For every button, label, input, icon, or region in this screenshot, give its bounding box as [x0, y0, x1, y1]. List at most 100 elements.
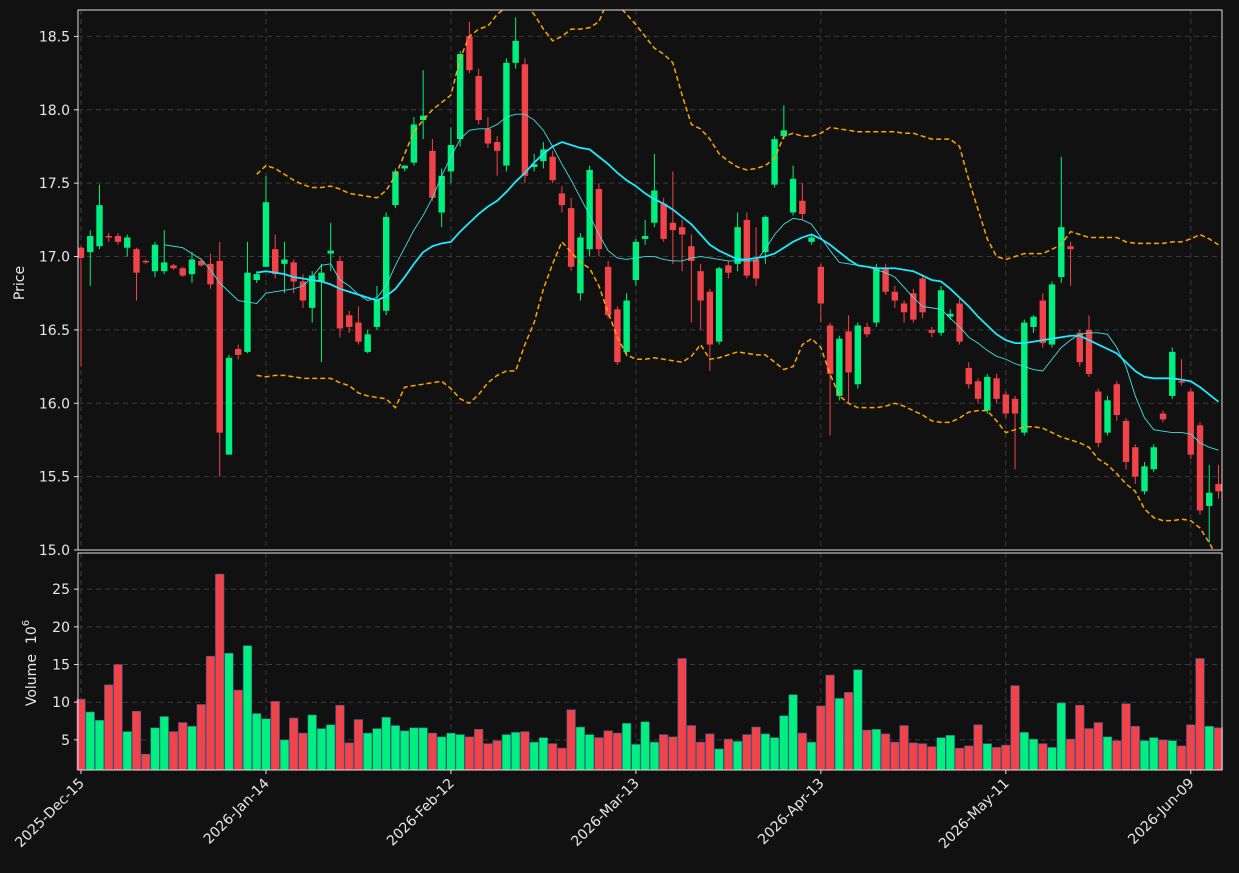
volume-scale-base: 10: [24, 626, 40, 644]
candle-body: [87, 235, 94, 253]
candle-body: [595, 189, 603, 250]
candle-body: [937, 290, 945, 333]
volume-bar: [696, 741, 706, 771]
overlay-layer: [164, 10, 1220, 550]
volume-bar: [205, 655, 216, 771]
volume-bar: [557, 747, 567, 771]
volume-bar: [964, 745, 974, 771]
candle-body: [799, 200, 806, 214]
volume-bar: [242, 645, 253, 771]
volume-bar: [141, 753, 151, 771]
candle-body: [253, 274, 260, 280]
volume-bar: [816, 705, 826, 771]
volume-bar: [686, 725, 696, 771]
candle-body: [1058, 227, 1065, 278]
candle-body: [540, 149, 547, 162]
candle-body: [678, 227, 686, 235]
candle-body: [974, 381, 982, 399]
candle-body: [558, 193, 566, 206]
candle-body: [318, 272, 325, 282]
volume-bar: [917, 743, 928, 771]
volume-bar: [538, 737, 548, 771]
volume-bar: [1075, 704, 1085, 771]
volume-bar: [1056, 702, 1066, 771]
candle-body: [1159, 413, 1167, 420]
candle-body: [604, 266, 612, 316]
candle-body: [715, 268, 723, 342]
candle-body: [1178, 381, 1185, 383]
volume-bar: [575, 726, 585, 771]
volume-bar: [548, 743, 558, 771]
volume-bar: [1065, 738, 1076, 771]
volume-bar: [1149, 737, 1159, 771]
candle-body: [1076, 332, 1083, 363]
candle-body: [1206, 492, 1213, 506]
candle-body: [456, 54, 464, 140]
candle-body: [854, 325, 862, 385]
candle-body: [956, 303, 963, 342]
volume-bar: [289, 717, 299, 771]
candle-body: [743, 219, 751, 276]
grid-layer: [78, 10, 1222, 770]
candle-body: [96, 205, 103, 247]
candle-body: [512, 40, 519, 63]
volume-bar: [751, 726, 761, 771]
candle-body: [1169, 351, 1176, 396]
y-tick-label: 5: [61, 733, 70, 749]
candle-body: [151, 244, 159, 272]
candle-body: [984, 376, 991, 411]
candle-body: [170, 265, 177, 269]
candle-body: [577, 237, 584, 294]
volume-bar: [224, 652, 234, 771]
candle-body: [466, 36, 473, 71]
candle-body: [272, 249, 279, 275]
marks-layer: [76, 17, 1224, 771]
candle-body: [530, 164, 538, 168]
volume-bar: [760, 733, 770, 771]
y-tick-label: 18.0: [39, 103, 70, 119]
candle-body: [891, 291, 899, 301]
candle-body: [1196, 425, 1204, 511]
volume-bar: [705, 733, 715, 771]
volume-bar: [131, 710, 142, 771]
candle-body: [660, 203, 667, 239]
volume-bar: [1130, 725, 1140, 771]
volume-bar: [1176, 745, 1187, 771]
candle-body: [124, 237, 131, 248]
candle-body: [290, 262, 297, 282]
candle-body: [244, 272, 251, 352]
candle-body: [706, 291, 714, 345]
volume-bar: [862, 729, 872, 771]
candle-body: [438, 175, 445, 213]
volume-bar: [806, 741, 817, 771]
candle-body: [1215, 483, 1222, 492]
volume-bar: [307, 714, 317, 771]
volume-bar: [270, 701, 280, 771]
volume-bar: [659, 734, 669, 771]
candle-body: [882, 268, 889, 292]
volume-bar: [252, 713, 262, 771]
volume-bar: [668, 736, 678, 771]
volume-bar: [631, 744, 641, 771]
candle-body: [225, 357, 233, 455]
volume-bar: [779, 715, 789, 771]
volume-bar: [1204, 725, 1214, 771]
y-tick-label: 15.0: [39, 543, 70, 559]
volume-bar: [215, 573, 225, 771]
volume-bar: [94, 719, 105, 771]
volume-bar: [871, 729, 881, 771]
volume-panel-frame: [77, 552, 1223, 771]
candle-body: [752, 259, 760, 279]
volume-bar: [168, 731, 179, 771]
volume-bar: [1001, 744, 1011, 771]
volume-bar: [788, 694, 798, 771]
candle-body: [142, 260, 149, 263]
candle-body: [919, 278, 926, 313]
y-tick-label: 15: [52, 658, 70, 674]
candle-body: [586, 169, 593, 250]
candle-body: [965, 368, 973, 385]
candle-body: [262, 202, 270, 267]
candle-body: [373, 300, 381, 327]
volume-bar: [316, 728, 327, 771]
volume-bar: [890, 741, 900, 771]
